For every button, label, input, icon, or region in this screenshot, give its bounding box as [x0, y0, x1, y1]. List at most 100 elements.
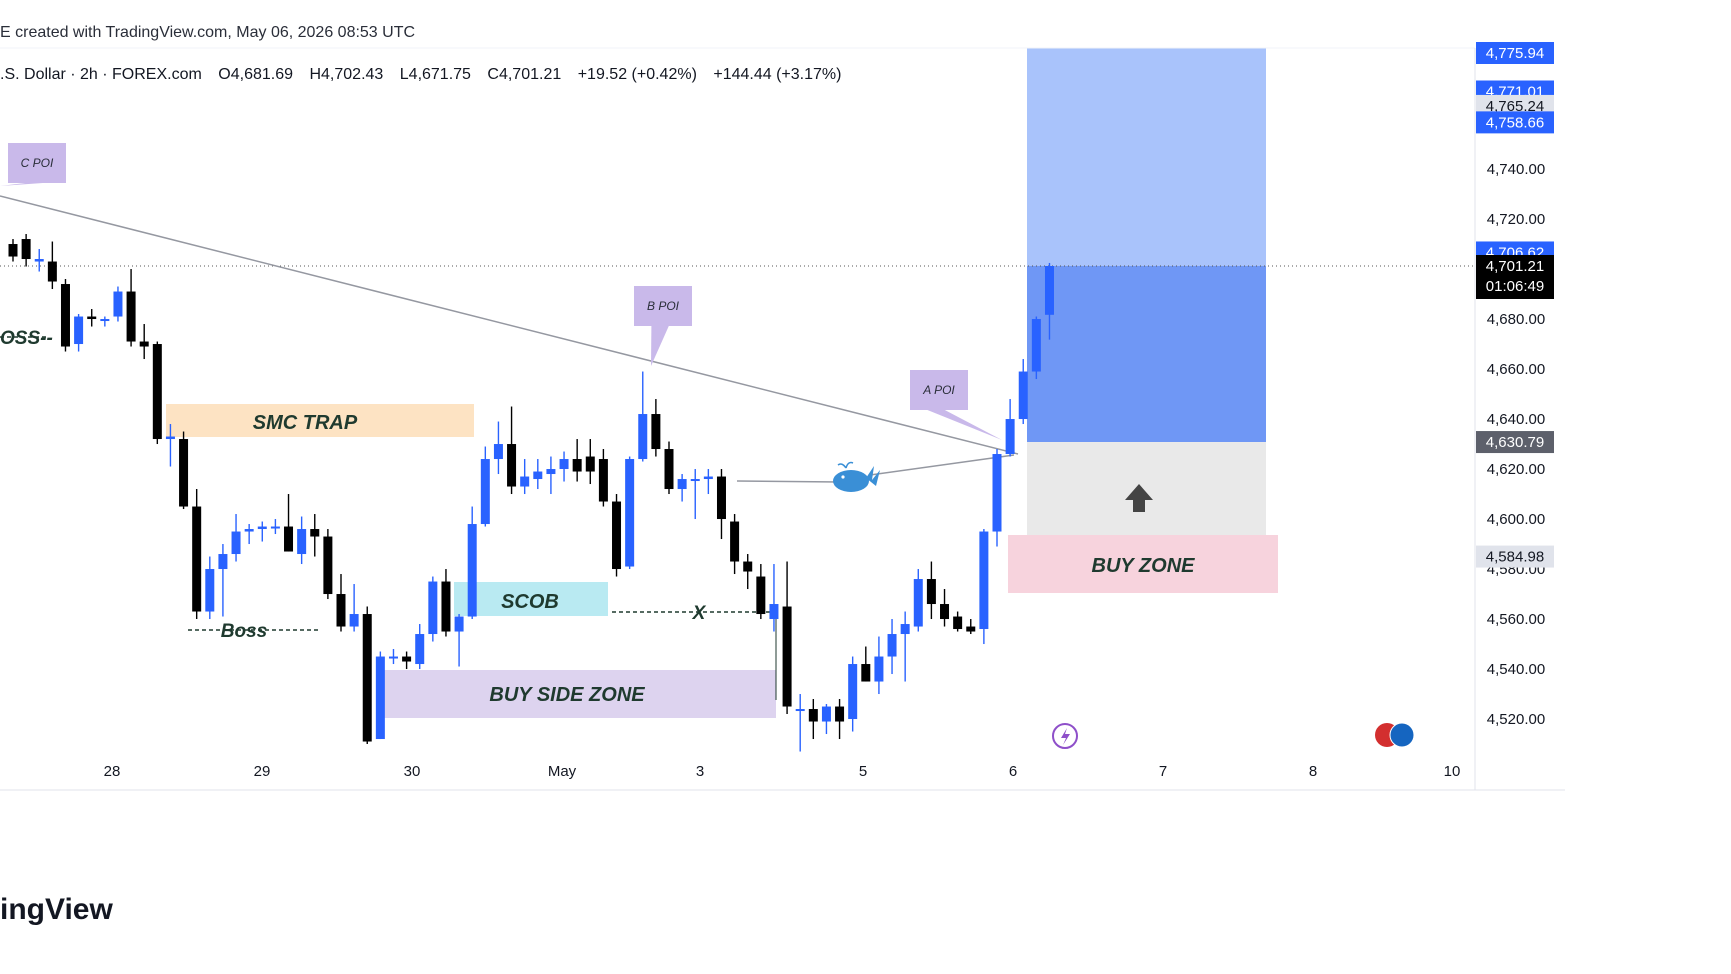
- candle-body: [926, 579, 936, 605]
- candle-body: [821, 706, 831, 722]
- c-poi-bubble: [8, 143, 66, 183]
- scob-label: SCOB: [501, 591, 559, 613]
- candle-body: [533, 471, 543, 480]
- price-tick: 4,520.00: [1487, 711, 1545, 728]
- candle-body: [1005, 419, 1015, 455]
- buy-zone-box: [1008, 535, 1278, 593]
- price-tick: 4,640.00: [1487, 411, 1545, 428]
- candle-body: [362, 614, 372, 742]
- candle-body: [572, 459, 582, 472]
- price-label-bg: [1476, 431, 1554, 454]
- candle-body: [1031, 319, 1041, 372]
- b-poi-label: B POI: [647, 299, 680, 313]
- lines-layer: [0, 47, 1565, 791]
- price-label: 4,775.94: [1486, 45, 1544, 62]
- candle-body: [336, 594, 346, 627]
- time-tick: 29: [254, 763, 271, 780]
- trend-line: [0, 195, 1019, 455]
- candle-body: [730, 521, 740, 562]
- level-line-2: [869, 454, 1015, 476]
- candle-body: [388, 656, 398, 659]
- c-poi-pointer: [0, 183, 43, 186]
- ohlc-change: +19.52 (+0.42%): [577, 66, 697, 83]
- candle-body: [126, 291, 136, 342]
- tradingview-logo: ingView: [0, 893, 113, 926]
- candle-body: [218, 554, 228, 570]
- candle-body: [8, 244, 18, 257]
- candle-body: [87, 316, 97, 320]
- candle-body: [74, 316, 84, 345]
- candle-body: [651, 414, 661, 450]
- candle-body: [874, 656, 884, 682]
- whale-icon: [833, 461, 880, 492]
- x-label: X: [692, 603, 707, 624]
- lightning-bolt-icon: [1061, 728, 1070, 745]
- candle-body: [139, 341, 149, 347]
- chart-caption: E created with TradingView.com, May 06, …: [0, 24, 416, 41]
- candle-body: [703, 476, 713, 480]
- candle-body: [848, 664, 858, 720]
- price-label: 4,630.79: [1486, 434, 1544, 451]
- candle-body: [808, 709, 818, 722]
- countdown-label: 01:06:49: [1486, 278, 1544, 295]
- price-axis[interactable]: 4,740.00 4,720.00 4,680.00 4,660.00 4,640.00…: [1476, 42, 1554, 728]
- price-tick: 4,660.00: [1487, 361, 1545, 378]
- price-label: 4,584.98: [1486, 549, 1544, 566]
- price-tick: 4,540.00: [1487, 661, 1545, 678]
- candle-body: [152, 344, 162, 440]
- candle-body: [349, 614, 359, 627]
- candle-body: [716, 476, 726, 520]
- candle-body: [310, 529, 320, 537]
- candle-body: [861, 664, 871, 682]
- time-axis[interactable]: 28 29 30 May 3 5 6 7 8 10: [104, 763, 1461, 780]
- price-tick: 4,740.00: [1487, 161, 1545, 178]
- time-tick: 28: [104, 763, 121, 780]
- a-poi-label: A POI: [922, 383, 955, 397]
- candle-body: [598, 459, 608, 502]
- candle-body: [113, 291, 123, 317]
- candle-body: [270, 526, 280, 529]
- smc-trap-label: SMC TRAP: [253, 412, 358, 434]
- candle-body: [769, 604, 779, 620]
- time-tick: May: [548, 763, 577, 780]
- price-tick: 4,620.00: [1487, 461, 1545, 478]
- scob-box: [454, 582, 608, 616]
- price-tick: 4,600.00: [1487, 511, 1545, 528]
- ohlc-high: H4,702.43: [309, 66, 384, 83]
- candle-body: [493, 444, 503, 460]
- candle-body: [887, 634, 897, 657]
- candle-body: [756, 576, 766, 615]
- candle-body: [21, 239, 31, 260]
- annotation-labels-layer: C POI B POI A POI SMC TRAP SCOB BUY SIDE ZONE…: [0, 143, 1415, 749]
- symbol-name[interactable]: .S. Dollar · 2h · FOREX.com: [0, 66, 202, 83]
- candles-layer: [8, 234, 1054, 752]
- candle-body: [664, 449, 674, 490]
- target-zone-filled: [1027, 266, 1266, 443]
- time-tick: 30: [404, 763, 421, 780]
- candle-body: [625, 459, 635, 567]
- b-poi-pointer: [651, 326, 669, 366]
- ohlc-low: L4,671.75: [399, 66, 471, 83]
- buy-side-zone-label: BUY SIDE ZONE: [489, 684, 645, 706]
- candle-body: [480, 459, 490, 525]
- candle-body: [966, 626, 976, 632]
- candle-body: [979, 531, 989, 630]
- a-poi-bubble: [910, 370, 968, 410]
- price-label-bg: [1476, 111, 1554, 134]
- zones-layer: [166, 48, 1278, 718]
- candle-body: [415, 634, 425, 665]
- boss-label: Boss: [221, 621, 267, 642]
- candle-body: [441, 581, 451, 632]
- candle-body: [953, 616, 963, 630]
- lightning-icon: [1052, 723, 1078, 749]
- ohlc-change-total: +144.44 (+3.17%): [713, 66, 842, 83]
- candle-body: [375, 656, 385, 740]
- last-price-label-bg: [1476, 255, 1554, 299]
- candle-body: [743, 561, 753, 572]
- candle-body: [60, 284, 70, 347]
- price-tick: 4,560.00: [1487, 611, 1545, 628]
- candle-body: [34, 259, 44, 262]
- time-tick: 10: [1444, 763, 1461, 780]
- candle-body: [520, 476, 530, 487]
